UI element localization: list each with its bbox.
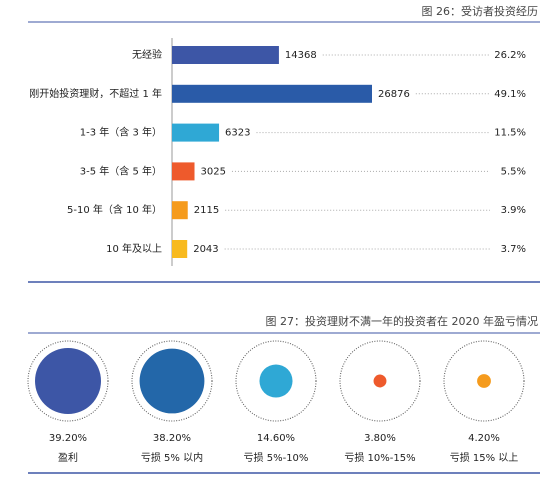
- category-label: 盈利: [58, 452, 78, 464]
- share-label: 3.7%: [501, 244, 526, 255]
- value-label: 38.20%: [153, 433, 191, 444]
- value-label: 3.80%: [364, 433, 396, 444]
- ring: [131, 340, 213, 422]
- value-label: 4.20%: [468, 433, 500, 444]
- category-label: 亏损 10%-15%: [344, 451, 415, 464]
- ring: [27, 340, 109, 422]
- bar: [172, 162, 195, 181]
- share-label: 3.9%: [501, 205, 526, 216]
- value-label: 14368: [285, 50, 317, 61]
- category-label: 亏损 15% 以上: [450, 451, 519, 464]
- bar: [172, 46, 279, 64]
- bubble: [139, 348, 205, 414]
- value-label: 26876: [378, 89, 410, 100]
- value-label: 3025: [201, 166, 226, 177]
- value-label: 2043: [193, 244, 218, 255]
- share-label: 5.5%: [501, 166, 526, 177]
- category-label: 1-3 年（含 3 年）: [80, 126, 162, 139]
- bubble: [35, 348, 101, 414]
- bar: [172, 201, 188, 220]
- category-label: 亏损 5% 以内: [141, 451, 203, 464]
- share-label: 26.2%: [494, 50, 526, 61]
- bar: [172, 240, 188, 258]
- ring: [339, 340, 421, 422]
- bar: [172, 123, 220, 142]
- value-label: 6323: [225, 128, 250, 139]
- bar: [172, 84, 372, 103]
- share-label: 11.5%: [494, 128, 526, 139]
- bubble: [373, 374, 387, 388]
- value-label: 14.60%: [257, 433, 295, 444]
- chart-title: 图 26：受访者投资经历: [422, 4, 539, 18]
- chart-title: 图 27：投资理财不满一年的投资者在 2020 年盈亏情况: [266, 314, 538, 328]
- share-label: 49.1%: [494, 89, 526, 100]
- category-label: 刚开始投资理财，不超过 1 年: [29, 87, 162, 100]
- category-label: 10 年及以上: [106, 242, 162, 255]
- value-label: 2115: [194, 205, 219, 216]
- bubble: [477, 374, 491, 388]
- bubble: [259, 364, 293, 398]
- ring: [235, 340, 317, 422]
- category-label: 亏损 5%-10%: [244, 451, 309, 464]
- category-label: 5-10 年（含 10 年）: [67, 203, 162, 216]
- value-label: 39.20%: [49, 433, 87, 444]
- category-label: 无经验: [132, 48, 162, 61]
- category-label: 3-5 年（含 5 年）: [80, 164, 162, 177]
- ring: [443, 340, 525, 422]
